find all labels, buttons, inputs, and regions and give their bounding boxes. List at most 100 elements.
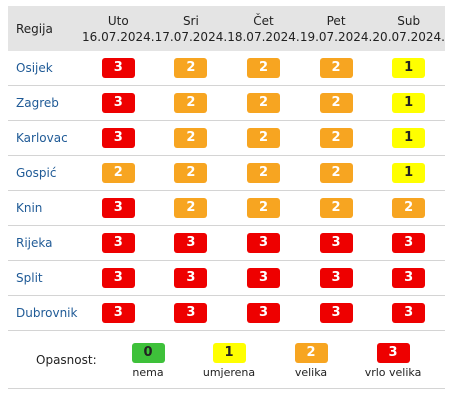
day-date: 16.07.2024. — [82, 29, 155, 44]
danger-level-badge: 2 — [319, 128, 353, 149]
legend-title: Opasnost: — [36, 353, 97, 367]
warning-table-body: Osijek 3 2 2 2 1 Zagreb 3 2 2 2 1 Karlovac 3 2 2 2 1 Gospi… — [8, 51, 445, 331]
danger-level-badge: 2 — [246, 198, 280, 219]
level-cell: 2 — [227, 120, 300, 156]
region-link[interactable]: Karlovac — [8, 120, 82, 156]
danger-level-badge: 2 — [246, 128, 280, 149]
danger-level-badge: 3 — [319, 268, 353, 289]
level-cell: 1 — [372, 155, 445, 191]
legend-item: 1 umjerena — [189, 343, 269, 379]
danger-level-badge: 2 — [174, 198, 208, 219]
danger-level-badge: 3 — [174, 233, 208, 254]
level-cell: 3 — [82, 51, 155, 86]
level-cell: 1 — [372, 85, 445, 121]
level-cell: 1 — [372, 120, 445, 156]
day-name: Sri — [182, 13, 199, 28]
day-date: 17.07.2024. — [154, 29, 228, 44]
level-cell: 1 — [372, 51, 445, 86]
level-cell: 2 — [154, 51, 228, 86]
danger-level-badge: 2 — [174, 93, 208, 114]
warning-table: Regija Uto 16.07.2024. Sri 17.07.2024. Čet… — [8, 6, 445, 331]
danger-level-badge: 2 — [392, 198, 426, 219]
danger-level-badge: 3 — [246, 303, 280, 324]
level-cell: 2 — [154, 155, 228, 191]
table-row: Osijek 3 2 2 2 1 — [8, 51, 445, 86]
region-link[interactable]: Split — [8, 260, 82, 296]
region-link[interactable]: Zagreb — [8, 85, 82, 121]
danger-level-badge: 3 — [101, 93, 135, 114]
legend-item: 0 nema — [108, 343, 188, 379]
level-cell: 3 — [372, 260, 445, 296]
level-cell: 2 — [227, 190, 300, 226]
table-row: Knin 3 2 2 2 2 — [8, 190, 445, 226]
day-column-header: Sri 17.07.2024. — [154, 6, 228, 51]
danger-level-badge: 1 — [392, 128, 426, 149]
danger-level-badge: 1 — [392, 58, 426, 79]
danger-level-badge: 2 — [101, 163, 135, 184]
region-link[interactable]: Rijeka — [8, 225, 82, 261]
day-column-header: Sub 20.07.2024. — [372, 6, 445, 51]
day-date: 19.07.2024. — [299, 29, 373, 44]
day-name: Sub — [397, 13, 421, 28]
legend-label: vrlo velika — [364, 366, 422, 379]
level-cell: 2 — [299, 190, 373, 226]
level-cell: 2 — [372, 190, 445, 226]
day-name: Uto — [107, 13, 129, 28]
danger-legend: Opasnost: 0 nema 1 umjerena 2 velika 3 vrlo vel… — [8, 331, 445, 389]
danger-level-badge: 3 — [101, 303, 135, 324]
level-cell: 3 — [154, 260, 228, 296]
danger-level-badge: 2 — [319, 163, 353, 184]
danger-level-badge: 2 — [246, 163, 280, 184]
level-cell: 2 — [154, 190, 228, 226]
danger-level-badge: 3 — [174, 268, 208, 289]
day-column-header: Čet 18.07.2024. — [227, 6, 300, 51]
table-row: Rijeka 3 3 3 3 3 — [8, 225, 445, 261]
legend-level-badge: 1 — [212, 343, 246, 363]
danger-level-badge: 3 — [392, 303, 426, 324]
legend-label: velika — [294, 366, 328, 379]
day-column-header: Pet 19.07.2024. — [299, 6, 373, 51]
table-row: Karlovac 3 2 2 2 1 — [8, 120, 445, 156]
danger-level-badge: 3 — [174, 303, 208, 324]
danger-level-badge: 2 — [174, 58, 208, 79]
level-cell: 3 — [299, 260, 373, 296]
danger-level-badge: 3 — [101, 233, 135, 254]
day-name: Pet — [326, 13, 346, 28]
level-cell: 2 — [154, 120, 228, 156]
level-cell: 3 — [372, 225, 445, 261]
region-link[interactable]: Osijek — [8, 51, 82, 86]
danger-level-badge: 3 — [246, 268, 280, 289]
level-cell: 3 — [82, 225, 155, 261]
danger-level-badge: 3 — [246, 233, 280, 254]
day-date: 18.07.2024. — [227, 29, 300, 44]
danger-level-badge: 2 — [319, 58, 353, 79]
region-link[interactable]: Dubrovnik — [8, 295, 82, 331]
region-link[interactable]: Knin — [8, 190, 82, 226]
danger-level-badge: 2 — [246, 58, 280, 79]
day-column-header: Uto 16.07.2024. — [82, 6, 155, 51]
danger-level-badge: 3 — [392, 233, 426, 254]
level-cell: 3 — [82, 190, 155, 226]
level-cell: 3 — [227, 295, 300, 331]
danger-level-badge: 2 — [174, 128, 208, 149]
danger-level-badge: 2 — [319, 198, 353, 219]
danger-level-badge: 1 — [392, 163, 426, 184]
legend-level-badge: 0 — [131, 343, 165, 363]
danger-level-badge: 2 — [319, 93, 353, 114]
legend-label: nema — [132, 366, 164, 379]
legend-level-badge: 3 — [376, 343, 410, 363]
level-cell: 2 — [299, 155, 373, 191]
table-row: Dubrovnik 3 3 3 3 3 — [8, 295, 445, 331]
danger-level-badge: 3 — [101, 128, 135, 149]
danger-level-badge: 3 — [101, 58, 135, 79]
level-cell: 2 — [154, 85, 228, 121]
danger-level-badge: 2 — [246, 93, 280, 114]
level-cell: 3 — [227, 260, 300, 296]
region-link[interactable]: Gospić — [8, 155, 82, 191]
table-header-row: Regija Uto 16.07.2024. Sri 17.07.2024. Čet… — [8, 6, 445, 51]
danger-level-badge: 1 — [392, 93, 426, 114]
legend-level-badge: 2 — [294, 343, 328, 363]
level-cell: 2 — [299, 85, 373, 121]
level-cell: 3 — [82, 295, 155, 331]
